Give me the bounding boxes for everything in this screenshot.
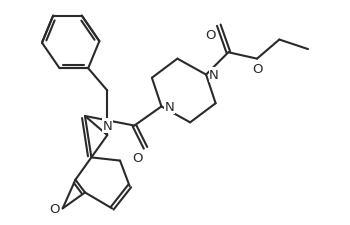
Text: N: N [164, 101, 174, 113]
Text: N: N [209, 69, 219, 82]
Text: O: O [49, 202, 60, 215]
Text: O: O [132, 151, 142, 164]
Text: O: O [205, 29, 216, 42]
Text: N: N [103, 119, 112, 132]
Text: O: O [252, 63, 262, 75]
